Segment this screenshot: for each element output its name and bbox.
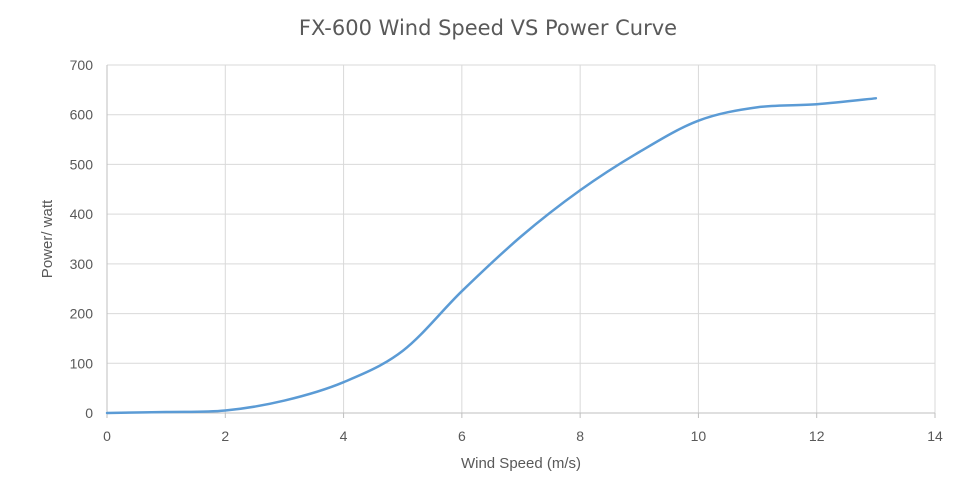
data-point-5: [402, 350, 404, 352]
y-tick-label-200: 200: [70, 306, 94, 322]
y-tick-label-400: 400: [70, 206, 94, 222]
x-tick-label-4: 4: [340, 428, 348, 444]
data-point-13: [875, 97, 877, 99]
data-point-3: [283, 399, 285, 401]
x-tick-label-14: 14: [927, 428, 943, 444]
x-axis-title: Wind Speed (m/s): [461, 455, 581, 472]
data-point-9: [638, 151, 640, 153]
data-point-4: [342, 381, 344, 383]
y-tick-label-300: 300: [70, 256, 94, 272]
data-point-8: [579, 189, 581, 191]
y-tick-label-0: 0: [85, 405, 93, 421]
x-tick-label-0: 0: [103, 428, 111, 444]
data-point-6: [461, 290, 463, 292]
data-point-7: [520, 235, 522, 237]
data-point-0: [106, 412, 108, 414]
data-point-10: [697, 119, 699, 121]
data-point-2: [224, 409, 226, 411]
x-tick-label-10: 10: [691, 428, 707, 444]
series-group: [105, 97, 878, 415]
y-axis-title: Power/ watt: [39, 199, 56, 278]
grid-horizontal: [107, 64, 935, 364]
x-tick-labels: 0 2 4 6 8 10 12 14: [103, 428, 943, 444]
y-tick-label-100: 100: [70, 355, 94, 371]
y-tick-label-600: 600: [70, 107, 94, 123]
y-tick-label-700: 700: [70, 57, 94, 73]
x-tick-label-8: 8: [576, 428, 584, 444]
y-tick-labels: 0 100 200 300 400 500 600 700: [70, 57, 94, 421]
data-point-12: [816, 103, 818, 105]
data-point-11: [756, 106, 758, 108]
axes: [106, 65, 936, 418]
x-tick-label-6: 6: [458, 428, 466, 444]
series-line-power: [105, 97, 878, 415]
data-point-1: [165, 411, 167, 413]
grid-vertical: [224, 65, 936, 413]
y-tick-label-500: 500: [70, 156, 94, 172]
x-tick-label-2: 2: [221, 428, 229, 444]
x-tick-label-12: 12: [809, 428, 825, 444]
chart-title: FX-600 Wind Speed VS Power Curve: [299, 16, 677, 40]
